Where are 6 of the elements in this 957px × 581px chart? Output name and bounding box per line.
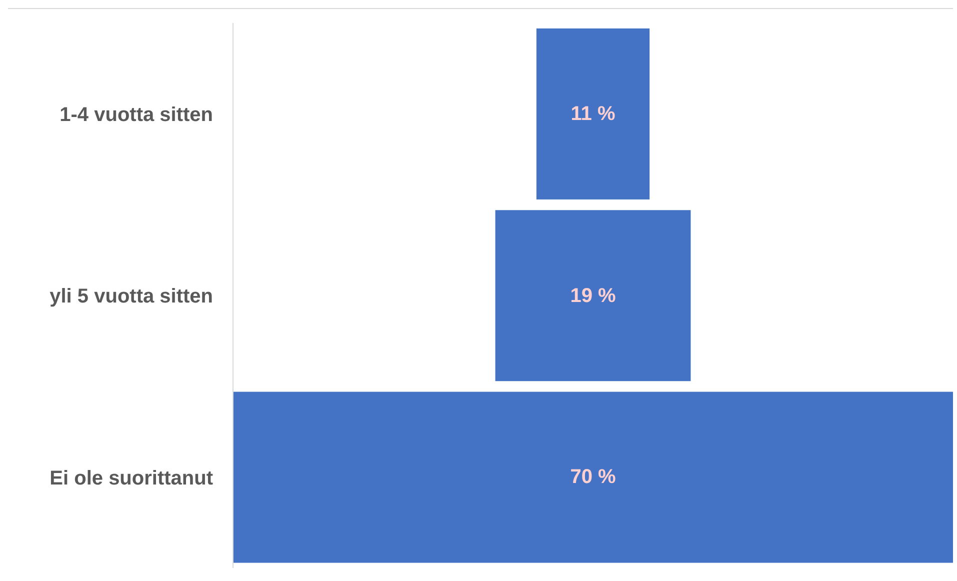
category-label: Ei ole suorittanut (50, 467, 214, 490)
category-label: yli 5 vuotta sitten (50, 286, 213, 308)
category-label: 1-4 vuotta sitten (60, 104, 213, 126)
data-label: 70 % (569, 465, 617, 490)
data-label: 19 % (569, 284, 617, 308)
data-label: 11 % (570, 102, 616, 127)
